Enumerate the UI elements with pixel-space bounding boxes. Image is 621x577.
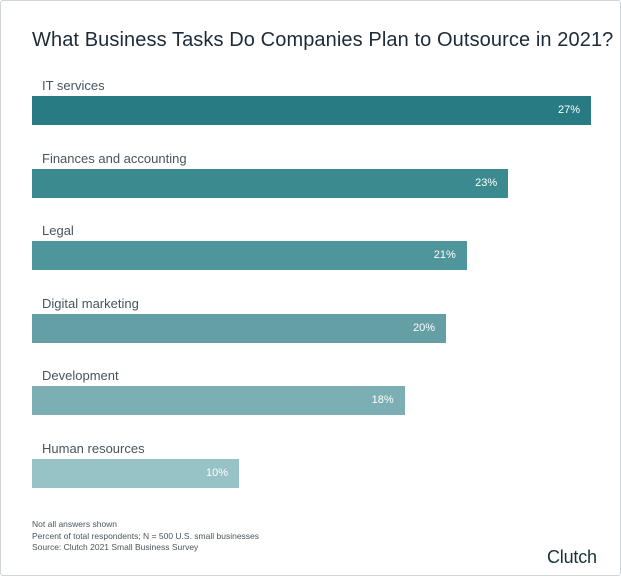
bar: 20% xyxy=(32,313,447,343)
category-label: Digital marketing xyxy=(42,295,139,311)
category-label: Finances and accounting xyxy=(42,150,187,166)
category-label: Human resources xyxy=(42,441,145,456)
clutch-logo: Clutch xyxy=(547,547,597,568)
bar: 23% xyxy=(32,168,509,198)
footnote-source: Source: Clutch 2021 Small Business Surve… xyxy=(32,542,199,552)
bar-value-label: 20% xyxy=(413,321,436,334)
bar: 27% xyxy=(32,96,591,125)
chart-title: What Business Tasks Do Companies Plan to… xyxy=(32,29,614,51)
category-label: Development xyxy=(42,368,119,384)
chart-footnotes: Not all answers shown Percent of total r… xyxy=(32,519,259,554)
bar: 21% xyxy=(32,241,467,271)
bar: 18% xyxy=(32,386,405,416)
bar-value-label: 27% xyxy=(557,104,580,116)
category-label: IT services xyxy=(42,78,105,93)
footnote-not-all-answers: Not all answers shown xyxy=(32,519,118,529)
bar-value-label: 18% xyxy=(371,394,394,407)
bar: 10% xyxy=(32,459,240,488)
category-label: Legal xyxy=(42,223,74,239)
footnote-respondents: Percent of total respondents; N = 500 U.… xyxy=(32,530,260,541)
bar-value-label: 10% xyxy=(206,467,229,479)
bar-value-label: 23% xyxy=(475,176,498,189)
bar-value-label: 21% xyxy=(433,249,456,262)
brand-name: Clutch xyxy=(547,547,597,567)
